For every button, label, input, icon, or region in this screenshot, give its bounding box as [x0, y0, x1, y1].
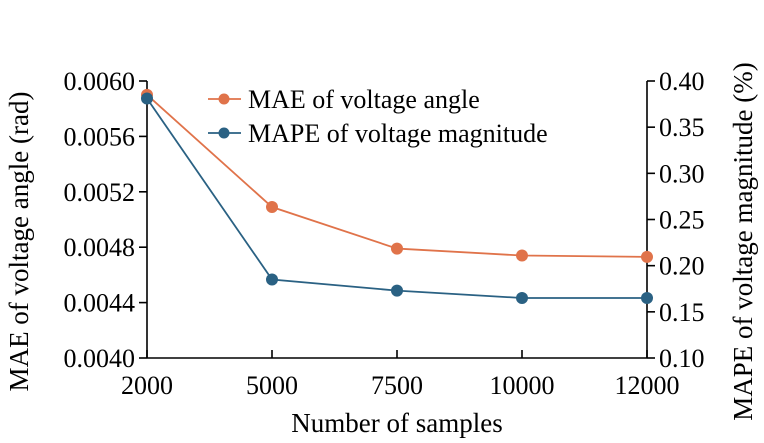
y-right-tick-label: 0.20	[659, 252, 705, 281]
y-right-tick-label: 0.10	[659, 344, 705, 373]
y-axis-left-title: MAE of voltage angle (rad)	[4, 92, 34, 392]
y-right-tick-label: 0.25	[659, 206, 705, 235]
x-tick-label: 2000	[121, 371, 173, 400]
x-axis-title: Number of samples	[291, 408, 502, 438]
y-left-tick-label: 0.0048	[64, 233, 136, 262]
legend-marker-1	[218, 93, 230, 105]
y-right-tick-label: 0.35	[659, 113, 705, 142]
y-right-tick-label: 0.15	[659, 298, 705, 327]
series-2-point	[266, 273, 278, 286]
series-1-point	[391, 242, 403, 255]
series-1-point	[266, 201, 278, 214]
y-right-tick-label: 0.40	[659, 67, 705, 96]
series-2-point	[141, 92, 153, 105]
series-2-point	[516, 291, 528, 304]
series-1-point	[516, 249, 528, 262]
y-left-tick-label: 0.0040	[64, 344, 136, 373]
series-2-point	[391, 284, 403, 297]
y-left-tick-label: 0.0044	[64, 289, 136, 318]
y-left-tick-label: 0.0052	[64, 178, 136, 207]
x-tick-label: 12000	[615, 371, 680, 400]
series-2-point	[641, 291, 653, 304]
legend-marker-2	[218, 127, 230, 139]
y-axis-right-title: MAPE of voltage magnitude (%)	[728, 62, 758, 420]
legend-label-1: MAE of voltage angle	[248, 85, 480, 114]
x-tick-label: 10000	[490, 371, 555, 400]
series-1-point	[641, 250, 653, 263]
y-left-tick-label: 0.0060	[64, 67, 136, 96]
y-left-tick-label: 0.0056	[64, 122, 136, 151]
series-layer	[141, 88, 653, 304]
x-tick-label: 5000	[246, 371, 298, 400]
x-tick-label: 7500	[371, 371, 423, 400]
legend-label-2: MAPE of voltage magnitude	[248, 119, 548, 148]
legend: MAE of voltage angle MAPE of voltage magn…	[208, 85, 548, 148]
y-right-tick-label: 0.30	[659, 159, 705, 188]
axes-group: 0.0040 0.0044 0.0048 0.0052 0.0056 0.0060 0.10…	[64, 67, 705, 400]
